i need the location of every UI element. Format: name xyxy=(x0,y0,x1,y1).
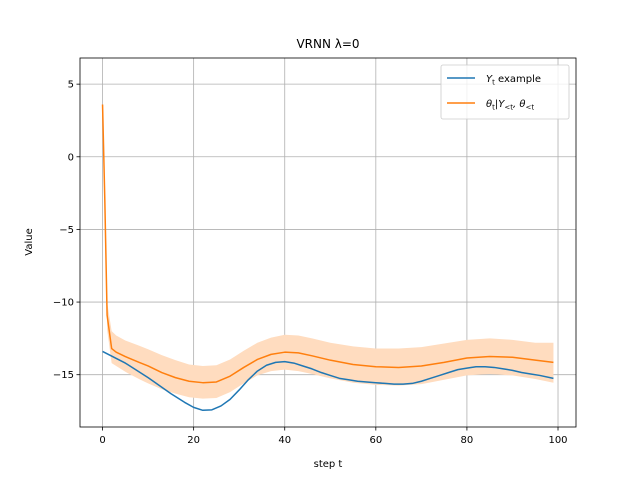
y-tick-label: 5 xyxy=(68,80,74,91)
chart-title: VRNN λ=0 xyxy=(296,37,359,51)
x-tick-label: 80 xyxy=(461,435,474,446)
legend-subscript: <t xyxy=(504,104,513,112)
x-tick-label: 40 xyxy=(278,435,291,446)
legend-subscript: t xyxy=(492,79,495,87)
legend-subscript: <t xyxy=(525,104,534,112)
plot-area-frame xyxy=(79,57,577,428)
ticks: 0 20 40 60 80 100 5 0 −5 −10 −15 xyxy=(53,80,568,446)
legend-text-part: , θ xyxy=(513,99,525,110)
x-tick-label: 0 xyxy=(99,435,105,446)
legend-text-part: θ xyxy=(486,99,492,110)
y-tick-label: −10 xyxy=(53,298,74,309)
y-tick-label: −15 xyxy=(53,370,74,381)
legend-label-theta: θt|Y<t, θ<t xyxy=(486,99,534,112)
x-tick-label: 100 xyxy=(548,435,567,446)
legend-subscript: t xyxy=(492,104,495,112)
theta-series-line xyxy=(101,104,554,384)
x-tick-label: 20 xyxy=(187,435,200,446)
y-axis-label: Value xyxy=(24,228,35,255)
x-tick-label: 60 xyxy=(369,435,382,446)
legend-text-part: Y xyxy=(486,74,493,85)
x-axis-label: step t xyxy=(314,459,343,470)
legend-text-part: |Y xyxy=(495,99,505,110)
y-tick-label: 0 xyxy=(68,152,74,163)
legend-label-y-example: Yt example xyxy=(486,74,541,87)
legend-text-part: example xyxy=(495,74,541,85)
y-tick-label: −5 xyxy=(59,225,74,236)
y-example-series-line xyxy=(102,350,554,412)
series-line-layer xyxy=(101,104,554,412)
